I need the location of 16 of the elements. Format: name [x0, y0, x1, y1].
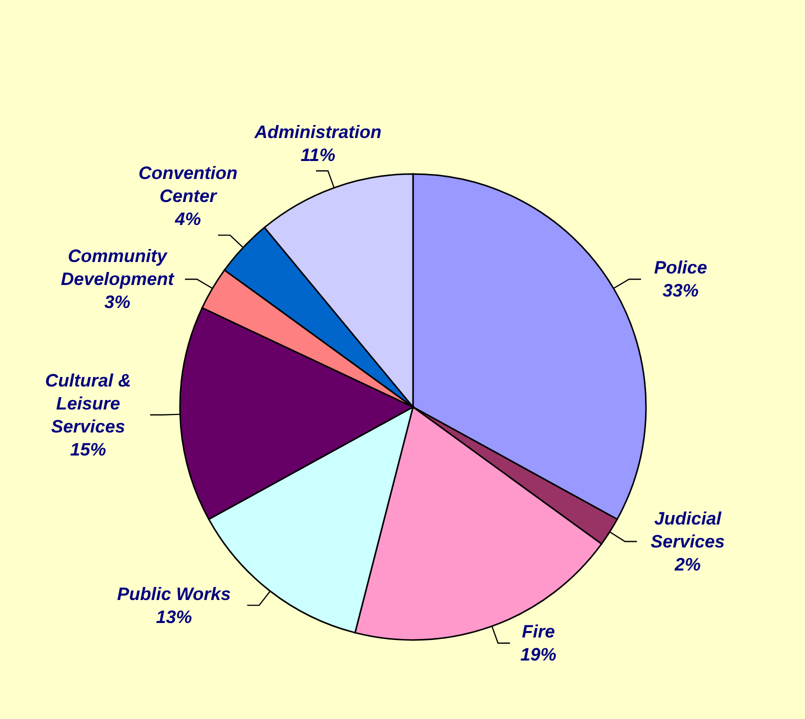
slice-label: Convention Center [138, 163, 238, 206]
data-label: 11% [300, 144, 336, 165]
slice-label: Judicial Services [650, 508, 725, 552]
data-label: 15% [70, 439, 106, 460]
data-label: 2% [674, 554, 701, 574]
data-label: 3% [104, 292, 130, 312]
slice-label: Police [654, 258, 708, 278]
data-label: 19% [520, 644, 556, 665]
data-label: 4% [174, 209, 202, 230]
slice-label: Fire [522, 622, 555, 642]
slice-label: Administration [253, 122, 382, 142]
data-label: 33% [662, 280, 699, 301]
slice-label: Cultural & Leisure Services [45, 370, 132, 436]
data-label: 13% [156, 606, 192, 627]
slice-label: Community Development [60, 246, 175, 290]
slice-label: Public Works [117, 584, 231, 604]
